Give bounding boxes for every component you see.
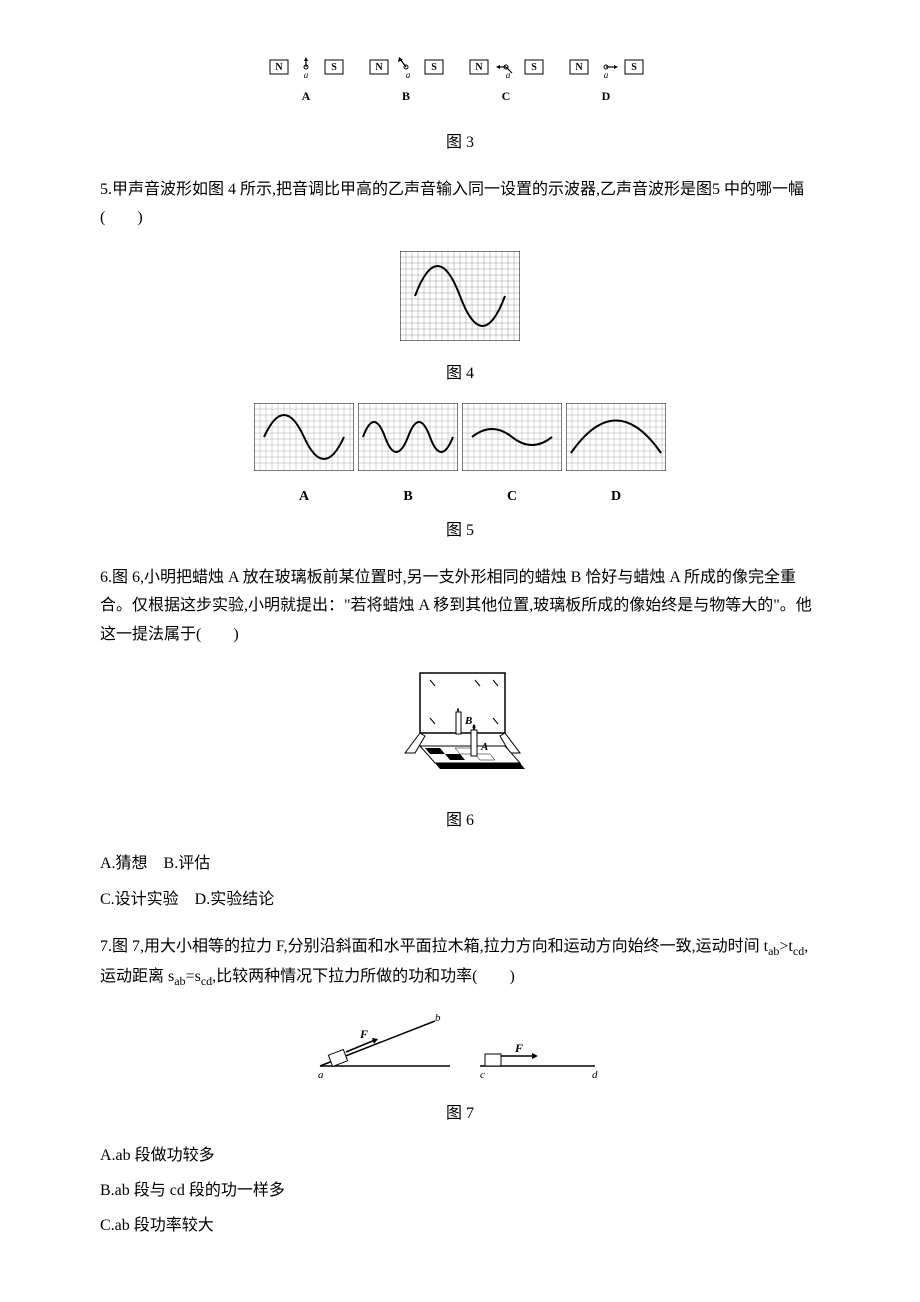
svg-text:N: N [575,62,583,73]
fig3-label-a: A [302,89,311,103]
svg-text:S: S [531,62,537,73]
question-5: 5.甲声音波形如图 4 所示,把音调比甲高的乙声音输入同一设置的示波器,乙声音波… [100,176,820,234]
q7-sub2: cd [793,944,804,958]
fig7-svg: F a b F c d [310,1011,610,1081]
fig3-label-d: D [602,89,611,103]
q7-option-b: B.ab 段与 cd 段的功一样多 [100,1177,820,1206]
q7-sub1: ab [768,944,779,958]
svg-text:a: a [406,70,411,80]
figure-6: B A [100,668,820,799]
fig7-b: b [435,1012,441,1024]
fig5-caption: 图 5 [100,517,820,546]
figure-7: F a b F c d [100,1011,820,1092]
fig4-caption: 图 4 [100,360,820,389]
fig5-label-a: A [254,484,354,509]
q5-text: 5.甲声音波形如图 4 所示,把音调比甲高的乙声音输入同一设置的示波器,乙声音波… [100,181,804,227]
q7-p1: 7.图 7,用大小相等的拉力 F,分别沿斜面和水平面拉木箱,拉力方向和运动方向始… [100,938,768,955]
fig4-svg [400,251,520,341]
fig6-candle-b: B [464,715,472,727]
magnet-n: N [275,62,283,73]
svg-text:a: a [604,70,609,80]
q7-p5: ,比较两种情况下拉力所做的功和功率( ) [212,968,515,985]
fig7-c: c [480,1069,485,1081]
fig5-label-b: B [358,484,458,509]
magnet-s: S [331,62,337,73]
fig3-label-c: C [502,89,511,103]
question-7: 7.图 7,用大小相等的拉力 F,分别沿斜面和水平面拉木箱,拉力方向和运动方向始… [100,933,820,993]
fig5-label-d: D [566,484,666,509]
fig7-caption: 图 7 [100,1100,820,1129]
svg-text:S: S [431,62,437,73]
figure-3: N S a A N S a B N S [100,50,820,121]
fig7-d: d [592,1069,598,1081]
fig7-f2: F [514,1041,523,1055]
svg-text:N: N [375,62,383,73]
fig6-caption: 图 6 [100,807,820,836]
q7-option-a: A.ab 段做功较多 [100,1142,820,1171]
fig3-svg: N S a A N S a B N S [260,50,660,110]
q7-sub3: ab [174,974,185,988]
figure-5: A B C [100,403,820,509]
q7-option-c: C.ab 段功率较大 [100,1212,820,1241]
fig7-f1: F [359,1027,368,1041]
svg-text:S: S [631,62,637,73]
figure-4 [100,251,820,352]
q7-p2: >t [779,938,792,955]
fig6-svg: B A [385,668,535,788]
fig7-a: a [318,1069,324,1081]
q6-options-line2: C.设计实验 D.实验结论 [100,886,820,915]
q6-text: 6.图 6,小明把蜡烛 A 放在玻璃板前某位置时,另一支外形相同的蜡烛 B 恰好… [100,569,812,644]
fig3-label-b: B [402,89,410,103]
q6-options-line1: A.猜想 B.评估 [100,850,820,879]
svg-text:N: N [475,62,483,73]
compass-a-label: a [304,70,309,80]
question-6: 6.图 6,小明把蜡烛 A 放在玻璃板前某位置时,另一支外形相同的蜡烛 B 恰好… [100,564,820,650]
fig6-candle-a: A [480,741,488,753]
fig3-caption: 图 3 [100,129,820,158]
q7-sub4: cd [201,974,212,988]
svg-text:a: a [506,70,511,80]
q7-p4: =s [186,968,201,985]
fig5-label-c: C [462,484,562,509]
